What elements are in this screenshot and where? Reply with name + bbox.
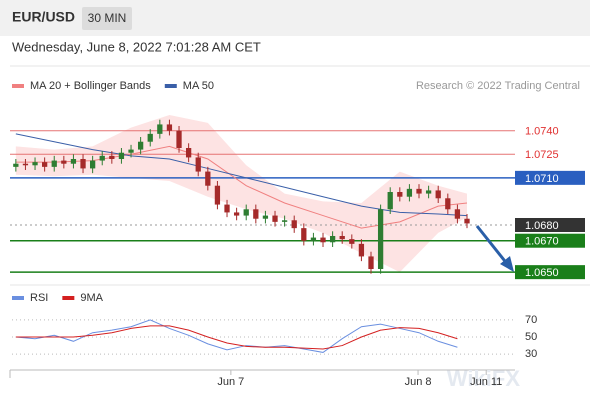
forecast-arrow — [475, 225, 510, 266]
indicator-line — [15, 319, 458, 353]
candle-body — [349, 239, 355, 244]
candle-body — [70, 159, 77, 164]
candle-body — [128, 149, 134, 153]
candle-body — [166, 124, 173, 131]
level-badge — [515, 218, 585, 232]
candle-body — [195, 157, 201, 172]
timeframe: 30 MIN — [88, 11, 127, 25]
candle-body — [80, 159, 86, 169]
candle-body — [89, 160, 96, 169]
candle-body — [22, 163, 29, 166]
candle-body — [32, 162, 38, 166]
ma-line — [15, 133, 468, 217]
candle-body — [109, 155, 115, 159]
candle-body — [118, 152, 125, 159]
candle-body — [377, 209, 384, 269]
candle-body — [99, 155, 105, 161]
candle-body — [185, 148, 192, 158]
x-tick-label: Jun 7 — [217, 376, 244, 388]
candle-body — [272, 215, 278, 222]
forecast-arrowhead — [500, 256, 514, 272]
level-badge — [515, 265, 585, 280]
indicator-line — [15, 325, 458, 350]
candle-body — [13, 163, 19, 167]
candle-body — [262, 215, 269, 219]
source: Research © 2022 Trading Central — [416, 80, 580, 92]
candle-body — [214, 185, 221, 205]
level-label: 1.0725 — [525, 149, 559, 161]
candle-body — [224, 204, 230, 213]
legend-label: MA 20 + Bollinger Bands — [30, 80, 151, 92]
candle-body — [310, 237, 317, 241]
candle-body — [368, 256, 374, 269]
timeframe-badge — [82, 7, 132, 30]
legend-label: RSI — [30, 292, 48, 304]
legend-swatch — [12, 84, 24, 88]
candle-body — [464, 218, 470, 224]
candle-body — [51, 160, 57, 167]
candle-body — [233, 212, 240, 216]
candle-body — [358, 243, 365, 257]
candle-body — [329, 236, 336, 243]
candle-body — [205, 171, 211, 186]
candle-body — [435, 190, 441, 199]
candle-body — [41, 162, 48, 167]
x-tick-label: Jun 11 — [470, 376, 502, 388]
y-tick-label: 50 — [525, 331, 537, 343]
candle-body — [301, 228, 307, 241]
legend-label: MA 50 — [183, 80, 214, 92]
level-label: 1.0670 — [525, 236, 559, 248]
watermark: WikiFX — [447, 366, 520, 391]
candle-body — [281, 220, 288, 222]
level-label: 1.0740 — [525, 126, 559, 138]
y-tick-label: 30 — [525, 348, 537, 360]
level-label: 1.0680 — [525, 220, 559, 232]
legend-swatch — [12, 296, 24, 300]
candle-body — [445, 198, 451, 210]
candle-body — [425, 190, 432, 194]
candle-body — [320, 237, 326, 243]
candle-body — [339, 236, 345, 240]
legend-swatch — [164, 84, 177, 88]
candle-body — [243, 209, 249, 216]
candle-body — [406, 188, 413, 197]
candle-body — [137, 141, 144, 150]
candle-body — [387, 192, 393, 210]
symbol: EUR/USD — [12, 9, 75, 25]
candle-body — [397, 192, 403, 197]
level-badge — [515, 170, 585, 185]
legend-swatch — [62, 296, 75, 300]
candle-body — [454, 209, 461, 219]
legend-label: 9MA — [80, 292, 103, 304]
y-tick-label: 70 — [525, 314, 537, 326]
candle-body — [147, 133, 153, 142]
x-tick-label: Jun 8 — [405, 376, 432, 388]
level-label: 1.0650 — [525, 267, 559, 279]
candle-body — [176, 130, 182, 148]
candle-body — [157, 124, 163, 134]
level-label: 1.0710 — [525, 173, 559, 185]
level-badge — [515, 233, 585, 248]
candle-body — [253, 209, 259, 219]
subtitle: Wednesday, June 8, 2022 7:01:28 AM CET — [12, 39, 261, 54]
candle-body — [416, 188, 422, 194]
candle-body — [291, 220, 297, 229]
candle-body — [61, 160, 67, 164]
